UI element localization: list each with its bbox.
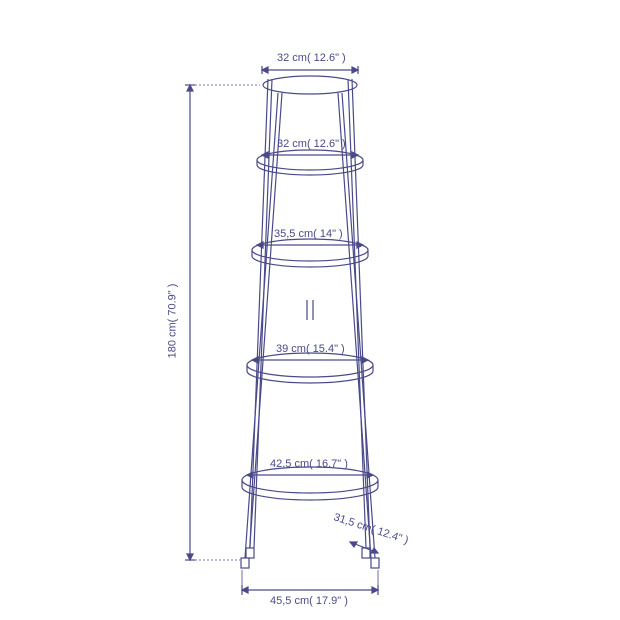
shelf-3-width-label: 35,5 cm( 14" ) — [274, 228, 343, 240]
shelf-diagram — [0, 0, 620, 620]
shelf-2-width-label: 32 cm( 12.6" ) — [277, 138, 346, 150]
height-label: 180 cm( 70.9" ) — [166, 284, 178, 359]
shelf-5-width-label: 42,5 cm( 16.7" ) — [270, 458, 348, 470]
bottom-width-label: 45,5 cm( 17.9" ) — [270, 595, 348, 607]
shelf-4-width-label: 39 cm( 15.4" ) — [276, 343, 345, 355]
shelf-1-width-label: 32 cm( 12.6" ) — [277, 52, 346, 64]
